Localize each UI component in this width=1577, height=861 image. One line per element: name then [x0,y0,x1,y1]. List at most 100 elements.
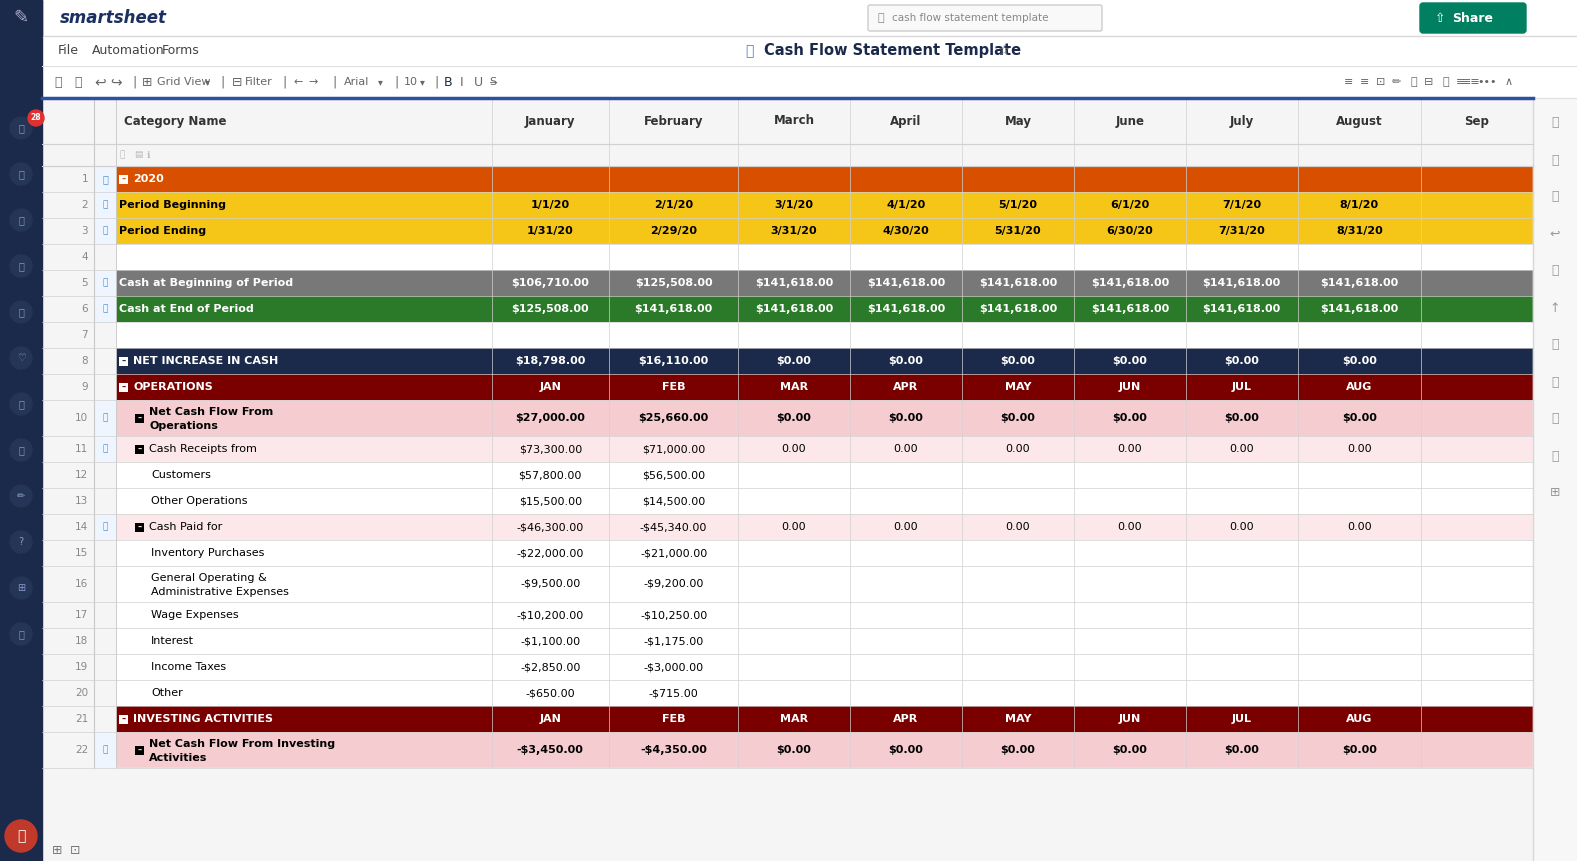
Text: MAR: MAR [781,382,807,392]
Text: 3/31/20: 3/31/20 [771,226,817,236]
Text: -$1,100.00: -$1,100.00 [520,636,580,646]
Bar [95,244,117,270]
Bar [1533,98,1577,861]
Text: 5/31/20: 5/31/20 [995,226,1041,236]
Text: January: January [525,115,576,127]
Text: Cash Flow Statement Template: Cash Flow Statement Template [763,44,1020,59]
Text: $141,618.00: $141,618.00 [979,278,1057,288]
Bar [43,654,1533,680]
Circle shape [9,531,32,553]
Bar [43,768,1533,861]
Text: Cash at Beginning of Period: Cash at Beginning of Period [118,278,293,288]
Text: 0.00: 0.00 [1118,522,1142,532]
Text: 19: 19 [74,662,88,672]
Bar [43,0,1577,36]
Text: ⊞: ⊞ [1550,486,1560,499]
Text: 6: 6 [82,304,88,314]
Text: ↩: ↩ [95,75,106,89]
Text: $0.00: $0.00 [888,356,924,366]
Text: Automation: Automation [91,45,164,58]
Text: 💬: 💬 [120,151,126,159]
Text: 📋: 📋 [1552,375,1558,388]
Text: 0.00: 0.00 [1347,522,1372,532]
Bar [43,732,95,768]
Text: ↩: ↩ [1550,227,1560,240]
Text: B: B [445,76,453,89]
Bar [43,400,95,436]
Bar [43,841,1533,861]
Text: 6/30/20: 6/30/20 [1107,226,1153,236]
Bar [43,436,95,462]
Bar [1421,98,1533,144]
Text: 2/1/20: 2/1/20 [654,200,694,210]
Text: ✏: ✏ [1391,77,1400,87]
Text: 11: 11 [74,444,88,454]
Text: 🖨: 🖨 [74,76,82,89]
Bar [43,348,95,374]
Text: AUG: AUG [1347,714,1372,724]
Text: MAY: MAY [1005,714,1031,724]
Text: smartsheet: smartsheet [60,9,167,27]
Text: 14: 14 [74,522,88,532]
Text: 📄: 📄 [1552,264,1558,277]
Text: 18: 18 [74,636,88,646]
Circle shape [9,347,32,369]
Text: 2: 2 [82,200,88,210]
Text: –: – [121,382,126,392]
Bar [43,144,1533,166]
Text: ↑: ↑ [1550,301,1560,314]
Bar [118,357,128,366]
Text: 👤: 👤 [17,629,24,639]
Text: $25,660.00: $25,660.00 [639,413,708,423]
Text: 1/1/20: 1/1/20 [531,200,569,210]
Text: JUL: JUL [1232,714,1252,724]
Text: ▤: ▤ [134,151,142,159]
Text: –: – [137,444,142,454]
Text: August: August [1336,115,1383,127]
Text: –: – [121,715,126,723]
Circle shape [9,577,32,599]
Text: ▾: ▾ [205,77,210,87]
Circle shape [9,163,32,185]
Bar [1186,98,1298,144]
Bar [43,192,95,218]
Circle shape [9,623,32,645]
Text: 0.00: 0.00 [782,444,806,454]
Text: File: File [58,45,79,58]
Text: 10: 10 [74,413,88,423]
Text: JUN: JUN [1118,714,1142,724]
Text: 💡: 💡 [1552,412,1558,425]
Text: 12: 12 [74,470,88,480]
Text: FEB: FEB [662,714,686,724]
Bar [43,296,95,322]
Text: $0.00: $0.00 [888,745,924,755]
Text: $0.00: $0.00 [1224,413,1260,423]
Bar [43,166,95,192]
Text: Share: Share [1452,11,1493,24]
Bar [43,488,95,514]
Text: APR: APR [893,714,918,724]
Bar [95,348,117,374]
Text: $141,618.00: $141,618.00 [867,304,945,314]
Text: 0.00: 0.00 [894,444,918,454]
Bar [95,514,117,540]
Text: 📊: 📊 [17,399,24,409]
Text: AUG: AUG [1347,382,1372,392]
Text: $56,500.00: $56,500.00 [642,470,705,480]
Bar [43,680,1533,706]
Text: 8/1/20: 8/1/20 [1340,200,1378,210]
Bar [43,462,95,488]
Text: ⊡: ⊡ [69,845,80,858]
Text: |: | [221,76,224,89]
Text: 〰: 〰 [1552,338,1558,351]
Text: 1/31/20: 1/31/20 [527,226,574,236]
Text: $57,800.00: $57,800.00 [519,470,582,480]
Bar [95,732,117,768]
Bar [962,98,1074,144]
Text: $125,508.00: $125,508.00 [636,278,713,288]
Text: ≡: ≡ [1456,77,1465,87]
Text: 💬: 💬 [103,174,107,184]
Text: $0.00: $0.00 [1342,745,1377,755]
Bar [118,715,128,724]
Text: ⊟: ⊟ [1424,77,1433,87]
